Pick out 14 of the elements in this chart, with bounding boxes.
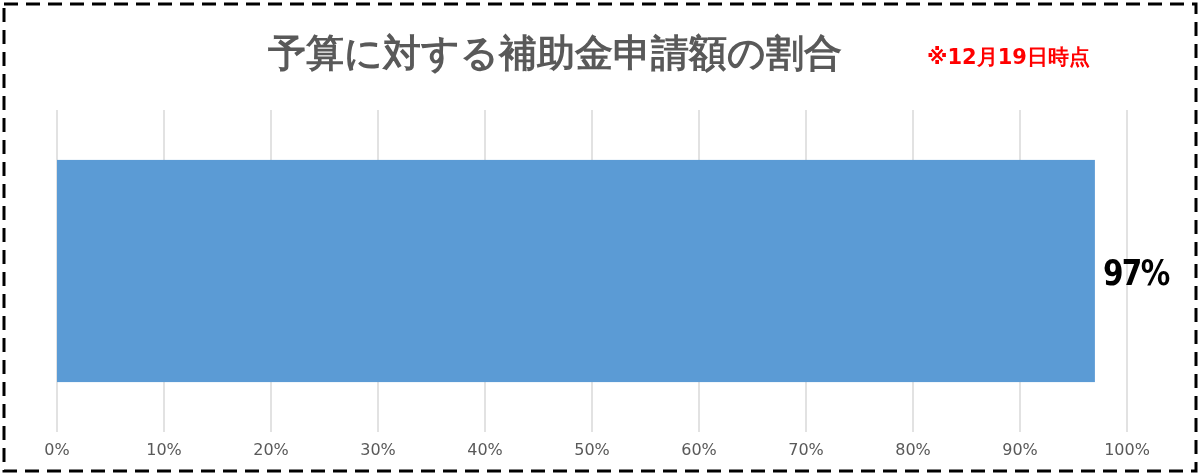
x-tick-label: 40%	[467, 440, 503, 459]
x-tick-label: 60%	[681, 440, 717, 459]
chart-title: 予算に対する補助金申請額の割合	[268, 31, 842, 75]
data-label: 97%	[1102, 251, 1170, 294]
x-tick-label: 100%	[1104, 440, 1150, 459]
x-tick-label: 70%	[788, 440, 824, 459]
x-tick-label: 30%	[360, 440, 396, 459]
x-tick-label: 90%	[1002, 440, 1038, 459]
x-tick-label: 10%	[146, 440, 182, 459]
chart-subtitle: ※12月19日時点	[927, 45, 1090, 69]
x-tick-label: 50%	[574, 440, 610, 459]
x-tick-label: 0%	[44, 440, 70, 459]
x-tick-label: 80%	[895, 440, 931, 459]
x-tick-label: 20%	[253, 440, 289, 459]
